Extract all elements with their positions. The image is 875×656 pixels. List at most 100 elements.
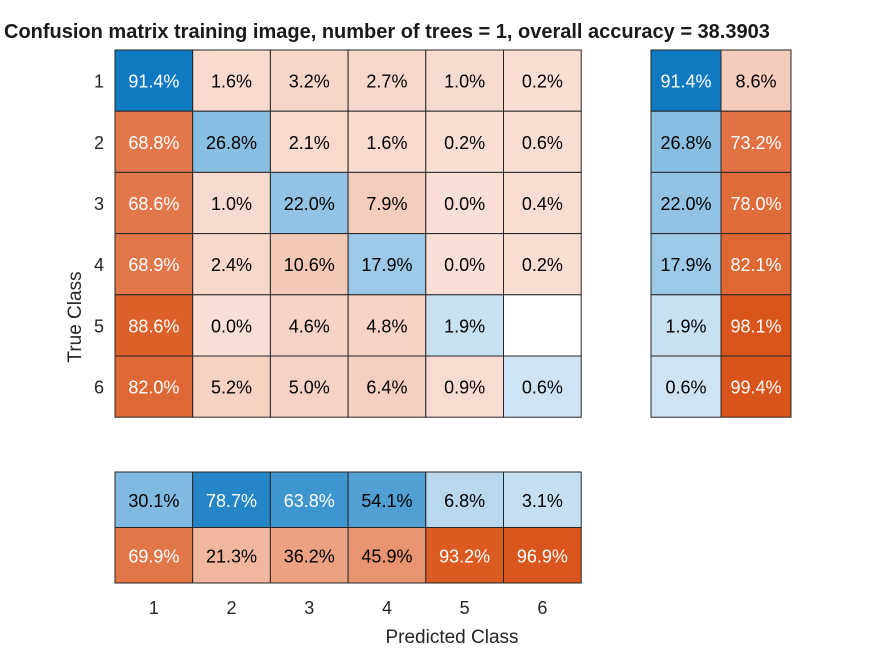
row-summary-cell-r5-incorrect-label: 98.1% xyxy=(730,316,781,336)
row-summary-cell-r6-correct xyxy=(650,355,722,418)
matrix-cell-r6-c6 xyxy=(503,355,582,418)
row-summary-cell-r4-incorrect xyxy=(720,233,792,296)
matrix-cell-r4-c4 xyxy=(347,233,427,296)
matrix-cell-r1-c3-label: 3.2% xyxy=(289,72,330,92)
column-summary-cell-c6-incorrect xyxy=(503,527,582,584)
matrix-cell-r5-c4 xyxy=(347,294,427,357)
matrix-cell-r1-c4 xyxy=(347,49,427,112)
matrix-cell-r5-c5 xyxy=(425,294,504,357)
column-summary-grid: 30.1% 78.7% 63.8% 54.1% 6.8% 3.1% 69.9% 21.3% 36… xyxy=(114,471,582,584)
column-summary-cell-c2-correct-label: 78.7% xyxy=(206,491,257,511)
row-summary-cell-r3-correct xyxy=(650,171,722,235)
column-summary-cell-c4-incorrect-label: 45.9% xyxy=(361,546,412,566)
column-summary-cell-c6-correct xyxy=(503,471,582,528)
matrix-cell-r4-c4-label: 17.9% xyxy=(361,255,412,275)
matrix-cell-r1-c6-label: 0.2% xyxy=(522,72,563,92)
matrix-cell-r3-c2-label: 1.0% xyxy=(211,194,252,214)
x-tick-label: 5 xyxy=(460,598,470,618)
row-summary-cell-r5-correct-label: 1.9% xyxy=(665,316,706,336)
matrix-cell-r5-c2-label: 0.0% xyxy=(211,316,252,336)
column-summary-cell-c3-incorrect xyxy=(269,527,349,584)
matrix-cell-r3-c3-label: 22.0% xyxy=(284,194,335,214)
chart-title: Confusion matrix training image, number … xyxy=(4,21,770,43)
column-summary-cell-c5-incorrect-label: 93.2% xyxy=(439,546,490,566)
row-summary-cell-r2-incorrect xyxy=(720,110,792,173)
matrix-cell-r2-c3-label: 2.1% xyxy=(289,133,330,153)
column-summary-cell-c3-correct-label: 63.8% xyxy=(284,491,335,511)
column-summary-cell-c1-correct xyxy=(114,471,194,528)
confusion-matrix-grid: 91.4% 1.6% 3.2% 2.7% 1.0% 0.2% 68.8% 26.8% 2.1% 1… xyxy=(114,49,582,418)
row-summary-cell-r5-incorrect xyxy=(720,294,792,357)
column-summary-cell-c1-incorrect xyxy=(114,527,194,584)
y-tick-label: 4 xyxy=(94,255,104,275)
x-tick-label: 3 xyxy=(304,598,314,618)
matrix-cell-r3-c4 xyxy=(347,171,427,235)
matrix-cell-r4-c1 xyxy=(114,233,194,296)
row-summary-cell-r3-correct-label: 22.0% xyxy=(660,194,711,214)
matrix-cell-r5-c1 xyxy=(114,294,194,357)
matrix-cell-r4-c2-label: 2.4% xyxy=(211,255,252,275)
x-tick-label: 2 xyxy=(227,598,237,618)
matrix-cell-r5-c3-label: 4.6% xyxy=(289,316,330,336)
matrix-cell-r1-c3 xyxy=(269,49,349,112)
row-summary-cell-r6-incorrect xyxy=(720,355,792,418)
row-summary-cell-r3-incorrect-label: 78.0% xyxy=(730,194,781,214)
matrix-cell-r6-c2 xyxy=(192,355,271,418)
matrix-cell-r3-c6 xyxy=(503,171,582,235)
column-summary-cell-c2-incorrect-label: 21.3% xyxy=(206,546,257,566)
y-axis-ticks: 1 2 3 4 5 6 xyxy=(94,72,104,398)
matrix-cell-r4-c5 xyxy=(425,233,504,296)
matrix-cell-r2-c6 xyxy=(503,110,582,173)
y-tick-label: 5 xyxy=(94,316,104,336)
matrix-cell-r4-c3-label: 10.6% xyxy=(284,255,335,275)
row-summary-cell-r4-incorrect-label: 82.1% xyxy=(730,255,781,275)
row-summary-cell-r4-correct-label: 17.9% xyxy=(660,255,711,275)
column-summary-cell-c4-correct-label: 54.1% xyxy=(361,491,412,511)
matrix-cell-r1-c2-label: 1.6% xyxy=(211,72,252,92)
x-tick-label: 6 xyxy=(537,598,547,618)
matrix-cell-r2-c2-label: 26.8% xyxy=(206,133,257,153)
matrix-cell-r1-c6 xyxy=(503,49,582,112)
x-tick-label: 4 xyxy=(382,598,392,618)
matrix-cell-r3-c5 xyxy=(425,171,504,235)
column-summary-cell-c4-correct xyxy=(347,471,427,528)
matrix-cell-r5-c5-label: 1.9% xyxy=(444,316,485,336)
y-tick-label: 1 xyxy=(94,72,104,92)
column-summary-cell-c6-incorrect-label: 96.9% xyxy=(517,546,568,566)
matrix-cell-r3-c5-label: 0.0% xyxy=(444,194,485,214)
row-summary-cell-r1-correct xyxy=(650,49,722,112)
matrix-cell-r4-c2 xyxy=(192,233,271,296)
column-summary-cell-c1-incorrect-label: 69.9% xyxy=(128,546,179,566)
column-summary-cell-c1-correct-label: 30.1% xyxy=(128,491,179,511)
matrix-cell-r2-c4 xyxy=(347,110,427,173)
column-summary-cell-c5-correct-label: 6.8% xyxy=(444,491,485,511)
matrix-cell-r3-c6-label: 0.4% xyxy=(522,194,563,214)
row-summary-cell-r1-incorrect xyxy=(720,49,792,112)
matrix-cell-r4-c1-label: 68.9% xyxy=(128,255,179,275)
column-summary-cell-c2-correct xyxy=(192,471,271,528)
row-summary-cell-r2-incorrect-label: 73.2% xyxy=(730,133,781,153)
column-summary-cell-c6-correct-label: 3.1% xyxy=(522,491,563,511)
matrix-cell-r1-c4-label: 2.7% xyxy=(366,72,407,92)
matrix-cell-r4-c6-label: 0.2% xyxy=(522,255,563,275)
matrix-cell-r6-c2-label: 5.2% xyxy=(211,378,252,398)
column-summary-cell-c3-correct xyxy=(269,471,349,528)
matrix-cell-r2-c4-label: 1.6% xyxy=(366,133,407,153)
matrix-cell-r6-c4-label: 6.4% xyxy=(366,378,407,398)
row-summary-cell-r4-correct xyxy=(650,233,722,296)
matrix-cell-r6-c6-label: 0.6% xyxy=(522,378,563,398)
matrix-cell-r6-c3-label: 5.0% xyxy=(289,378,330,398)
matrix-cell-r6-c5-label: 0.9% xyxy=(444,378,485,398)
matrix-cell-r1-c1-label: 91.4% xyxy=(128,72,179,92)
matrix-cell-r2-c5-label: 0.2% xyxy=(444,133,485,153)
row-summary-cell-r6-incorrect-label: 99.4% xyxy=(730,378,781,398)
y-tick-label: 2 xyxy=(94,133,104,153)
row-summary-cell-r1-correct-label: 91.4% xyxy=(660,72,711,92)
row-summary-grid: 91.4% 8.6% 26.8% 73.2% 22.0% 78.0% 17.9% 82.1% 1… xyxy=(650,49,792,418)
matrix-cell-r1-c1 xyxy=(114,49,194,112)
column-summary-cell-c3-incorrect-label: 36.2% xyxy=(284,546,335,566)
matrix-cell-r2-c2 xyxy=(192,110,271,173)
y-tick-label: 3 xyxy=(94,194,104,214)
matrix-cell-r1-c2 xyxy=(192,49,271,112)
